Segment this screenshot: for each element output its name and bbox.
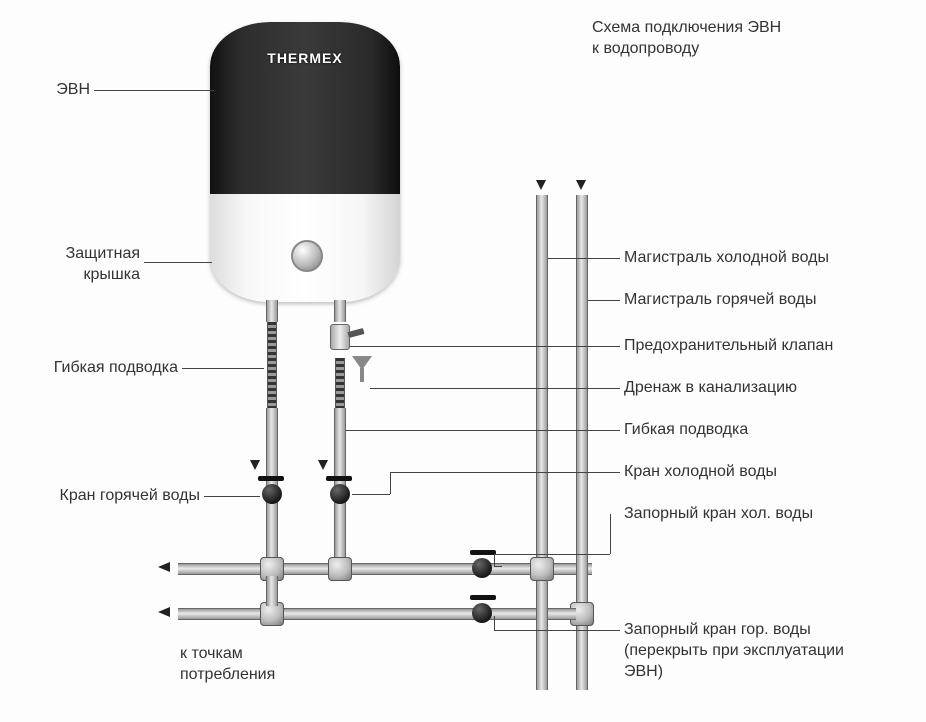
shutoff-hot-main-handle	[470, 595, 496, 600]
label-drain: Дренаж в канализацию	[624, 378, 797, 399]
hot-water-valve	[262, 484, 282, 504]
safety-valve-lever	[347, 328, 364, 338]
tee-cold-upper	[328, 557, 352, 581]
hot-water-valve-handle	[258, 476, 284, 481]
cold-main-arrow	[536, 180, 546, 190]
heater-upper-shell	[210, 22, 400, 194]
hot-main-link	[548, 608, 576, 620]
hot-main-arrow	[576, 180, 586, 190]
safety-valve	[330, 324, 350, 350]
lead-cold-valve-a	[352, 494, 390, 495]
label-hot-valve: Кран горячей воды	[0, 486, 200, 507]
lead-flex-right	[346, 430, 620, 431]
lead-evn	[94, 90, 214, 91]
diagram-title: Схема подключения ЭВН к водопроводу	[592, 18, 781, 60]
label-evn: ЭВН	[0, 80, 90, 101]
cold-water-main	[536, 195, 548, 690]
lead-shut-hot-b	[494, 616, 495, 630]
heater-hot-outlet	[266, 300, 278, 322]
shutoff-cold-main	[472, 558, 492, 578]
flex-hose-cold	[335, 358, 345, 410]
thermostat-knob	[291, 240, 323, 272]
label-cover: Защитная крышка	[0, 244, 140, 286]
lead-flex-left	[182, 368, 264, 369]
label-flex-right: Гибкая подводка	[624, 420, 748, 441]
lead-shut-cold-c	[494, 554, 610, 555]
label-cold-valve: Кран холодной воды	[624, 462, 777, 483]
label-shut-cold: Запорный кран хол. воды	[624, 504, 813, 525]
label-hot-main: Магистраль горячей воды	[624, 290, 817, 311]
flow-arrow-cold	[318, 460, 328, 470]
label-cold-main: Магистраль холодной воды	[624, 248, 829, 269]
label-safety: Предохранительный клапан	[624, 336, 833, 357]
drain-funnel-stem	[360, 368, 364, 382]
lead-hot-main	[588, 300, 620, 301]
water-heater: THERMEX	[210, 22, 400, 302]
tee-cold-main	[530, 557, 554, 581]
lead-shut-hot	[494, 630, 620, 631]
cold-water-valve	[330, 484, 350, 504]
heater-brand: THERMEX	[267, 50, 342, 66]
arrow-consumer-2	[158, 607, 170, 617]
hot-link-pipe	[266, 576, 278, 606]
label-shut-hot: Запорный кран гор. воды (перекрыть при э…	[624, 620, 844, 682]
flow-arrow-hot	[250, 460, 260, 470]
diagram-canvas: Схема подключения ЭВН к водопроводу THER…	[0, 0, 926, 722]
label-to-points: к точкам потребления	[180, 644, 275, 686]
cold-water-valve-handle	[326, 476, 352, 481]
lead-cold-valve-b	[390, 472, 391, 494]
lead-cover	[144, 262, 212, 263]
lead-shut-cold-a	[494, 566, 502, 567]
label-flex-left: Гибкая подводка	[0, 358, 178, 379]
lead-shut-cold-b	[610, 514, 611, 554]
lead-hot-valve	[204, 496, 260, 497]
lead-cold-valve-c	[390, 472, 620, 473]
shutoff-cold-main-handle	[470, 550, 496, 555]
lead-cold-main	[548, 258, 620, 259]
lead-shut-cold-d	[494, 554, 495, 566]
arrow-consumer-1	[158, 562, 170, 572]
lead-safety	[350, 346, 620, 347]
heater-cold-inlet	[334, 300, 346, 322]
lead-drain	[370, 388, 620, 389]
shutoff-hot-main	[472, 603, 492, 623]
flex-hose-hot	[267, 322, 277, 410]
